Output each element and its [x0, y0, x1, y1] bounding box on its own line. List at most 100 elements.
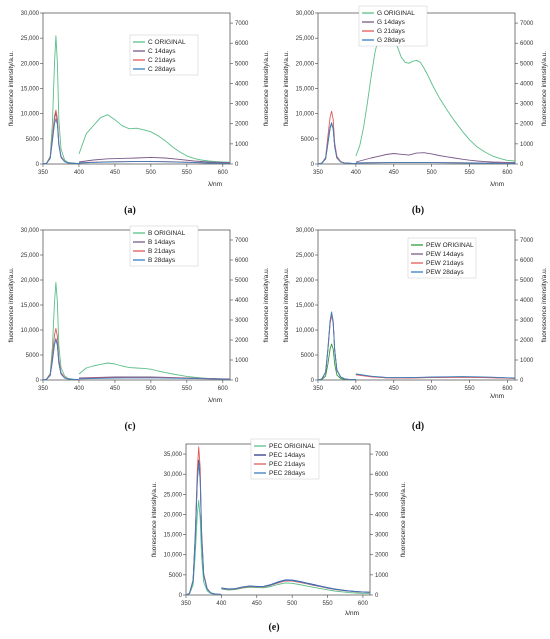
- x-tick-label: 550: [182, 170, 193, 176]
- y-right-tick-label: 7000: [520, 238, 534, 244]
- series-line-right: [78, 156, 231, 164]
- series-line-left: [185, 499, 222, 596]
- y-right-tick-label: 3000: [235, 318, 249, 324]
- y-left-axis-title: fluorescence intensity/a.u.: [283, 267, 290, 342]
- y-left-tick-label: 35,000: [164, 452, 183, 458]
- y-right-tick-label: 6000: [520, 258, 534, 264]
- y-right-tick-label: 3000: [520, 318, 534, 324]
- y-left-tick-label: 5000: [26, 137, 40, 143]
- y-left-axis-title: fluorescence intensity/a.u.: [151, 482, 158, 557]
- y-left-tick-label: 20,000: [296, 278, 315, 284]
- series-line-left: [42, 35, 80, 165]
- legend-label: C 21days: [148, 57, 176, 64]
- y-right-tick-label: 7000: [520, 21, 534, 27]
- legend-label: B 21days: [148, 248, 176, 255]
- legend-label: PEW 21days: [426, 260, 464, 267]
- chart-svg-e: 350 400 450 500 550 6000500010,00015,00020,00…: [151, 438, 407, 617]
- x-axis-title: λ/nm: [490, 393, 504, 400]
- y-right-tick-label: 1000: [235, 358, 249, 364]
- x-axis-title: λ/nm: [345, 610, 359, 617]
- y-right-tick-label: 1000: [520, 142, 534, 148]
- series-line-right: [221, 579, 371, 593]
- legend-label: PEW ORIGINAL: [426, 242, 474, 249]
- x-tick-label: 350: [38, 170, 49, 176]
- chart-panel-a: 350 400 450 500 550 600 0 5000 10,000 15,000 20,00…: [0, 0, 275, 225]
- y-right-tick-label: 0: [520, 162, 524, 168]
- x-axis-title: λ/nm: [208, 397, 222, 404]
- y-left-tick-label: 30,000: [21, 11, 40, 17]
- chart-panel-d: 350 400 450 500 550 600 0 5000 10,000 15,000 20,00…: [275, 222, 550, 422]
- x-tick-label: 500: [146, 386, 157, 392]
- y-left-tick-label: 15,000: [296, 303, 315, 309]
- x-tick-label: 500: [427, 170, 438, 176]
- legend-label: C 28days: [148, 66, 176, 73]
- x-tick-label: 450: [110, 386, 121, 392]
- y-right-tick-label: 0: [235, 378, 239, 384]
- y-right-tick-label: 1000: [375, 573, 389, 579]
- legend-label: PEW 28days: [426, 269, 464, 276]
- y-right-tick-label: 3000: [235, 102, 249, 108]
- y-left-tick-label: 10,000: [21, 112, 40, 118]
- y-right-tick-label: 0: [520, 378, 524, 384]
- y-right-tick-label: 5000: [375, 492, 389, 498]
- x-tick-label: 400: [351, 386, 362, 392]
- legend-box: [129, 225, 199, 267]
- x-axis-title: λ/nm: [490, 181, 504, 188]
- y-left-tick-label: 15,000: [164, 533, 183, 539]
- y-left-axis-title: fluorescence intensity/a.u.: [8, 51, 15, 126]
- y-left-tick-label: 25,000: [21, 36, 40, 42]
- y-left-tick-label: 25,000: [21, 253, 40, 259]
- y-right-tick-label: 3000: [520, 102, 534, 108]
- y-left-tick-label: 5000: [26, 353, 40, 359]
- series-line-left: [42, 282, 80, 381]
- y-left-tick-label: 20,000: [21, 61, 40, 67]
- y-right-axis-title: fluorescence intensity/a.u.: [400, 482, 407, 557]
- series-line-right: [78, 161, 231, 164]
- series-line-right: [355, 23, 516, 162]
- y-right-tick-label: 7000: [235, 21, 249, 27]
- series-line-right: [78, 114, 231, 163]
- y-right-axis-title: fluorescence intensity/a.u.: [263, 267, 270, 342]
- y-left-axis-title: fluorescence intensity/a.u.: [283, 51, 290, 126]
- legend-label: G ORIGINAL: [377, 10, 415, 17]
- series-line-left: [185, 462, 222, 596]
- x-tick-label: 350: [313, 386, 324, 392]
- y-right-tick-label: 2000: [375, 553, 389, 559]
- x-tick-label: 400: [216, 601, 227, 607]
- x-tick-label: 550: [465, 386, 476, 392]
- legend-label: G 21days: [377, 28, 406, 35]
- chart-panel-e: 350 400 450 500 550 600 0 5000 10,000 15,000 20,00…: [140, 437, 410, 627]
- y-right-tick-label: 6000: [520, 41, 534, 47]
- x-tick-label: 600: [502, 170, 513, 176]
- y-left-axis-title: fluorescence intensity/a.u.: [8, 267, 15, 342]
- series-line-left: [42, 118, 80, 165]
- y-left-tick-label: 5000: [169, 573, 183, 579]
- chart-svg-a: 350 400 450 500 550 6000500010,00015,00020,00…: [8, 11, 270, 188]
- y-right-axis-title: fluorescence intensity/a.u.: [263, 51, 270, 126]
- x-tick-label: 550: [182, 386, 193, 392]
- y-left-tick-label: 10,000: [296, 112, 315, 118]
- y-right-tick-label: 6000: [375, 472, 389, 478]
- x-tick-label: 350: [181, 601, 192, 607]
- legend-label: B 14days: [148, 239, 176, 246]
- x-tick-label: 400: [351, 170, 362, 176]
- series-line-right: [78, 377, 231, 380]
- y-right-tick-label: 1000: [235, 142, 249, 148]
- y-left-tick-label: 20,000: [164, 512, 183, 518]
- y-right-tick-label: 5000: [520, 278, 534, 284]
- chart-svg-c: 350 400 450 500 550 6000500010,00015,00020,00…: [8, 225, 270, 404]
- panel-label-d: (d): [411, 421, 425, 432]
- series-line-left: [42, 339, 80, 381]
- y-left-tick-label: 30,000: [164, 472, 183, 478]
- y-left-tick-label: 15,000: [296, 87, 315, 93]
- panel-label-a: (a): [124, 205, 136, 216]
- x-tick-label: 550: [323, 601, 334, 607]
- y-left-tick-label: 25,000: [296, 36, 315, 42]
- x-tick-label: 600: [218, 386, 229, 392]
- chart-panel-b: 350 400 450 500 550 600 0 5000 10,000 15,000 20,00…: [275, 0, 550, 225]
- series-line-right: [355, 162, 516, 164]
- panel-label-c: (c): [124, 421, 136, 432]
- y-right-tick-label: 0: [375, 593, 379, 599]
- x-tick-label: 450: [389, 386, 400, 392]
- series-line-left: [317, 311, 356, 381]
